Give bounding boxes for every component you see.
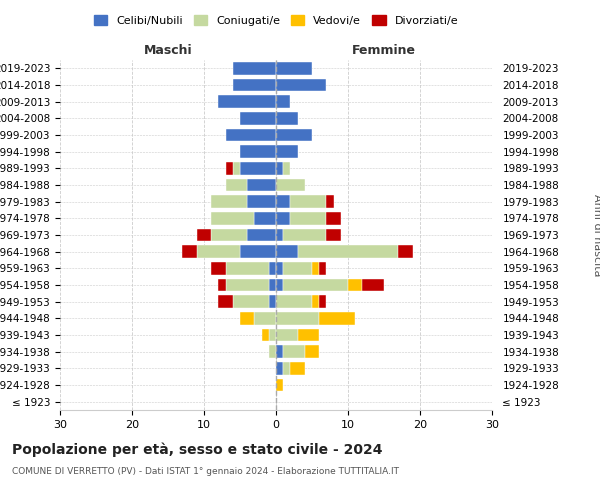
Bar	[276, 229, 283, 241]
Bar	[182, 246, 197, 258]
Bar	[283, 262, 312, 274]
Bar	[240, 146, 276, 158]
Bar	[197, 229, 211, 241]
Text: Maschi: Maschi	[143, 44, 193, 57]
Bar	[348, 279, 362, 291]
Bar	[240, 312, 254, 324]
Bar	[226, 262, 269, 274]
Bar	[398, 246, 413, 258]
Bar	[283, 346, 305, 358]
Bar	[276, 379, 283, 391]
Bar	[233, 162, 240, 174]
Bar	[283, 279, 348, 291]
Legend: Celibi/Nubili, Coniugati/e, Vedovi/e, Divorziati/e: Celibi/Nubili, Coniugati/e, Vedovi/e, Di…	[89, 10, 463, 30]
Text: Popolazione per età, sesso e stato civile - 2024: Popolazione per età, sesso e stato civil…	[12, 442, 383, 457]
Bar	[247, 229, 276, 241]
Bar	[276, 312, 319, 324]
Bar	[276, 279, 283, 291]
Bar	[276, 329, 298, 341]
Bar	[218, 96, 276, 108]
Bar	[226, 279, 269, 291]
Bar	[269, 296, 276, 308]
Bar	[276, 162, 283, 174]
Bar	[218, 279, 226, 291]
Bar	[254, 212, 276, 224]
Bar	[226, 129, 276, 141]
Bar	[326, 212, 341, 224]
Bar	[233, 62, 276, 74]
Bar	[233, 296, 269, 308]
Bar	[269, 279, 276, 291]
Bar	[218, 296, 233, 308]
Bar	[247, 196, 276, 208]
Bar	[290, 362, 305, 374]
Bar	[240, 162, 276, 174]
Bar	[269, 329, 276, 341]
Bar	[276, 79, 326, 92]
Bar	[312, 262, 319, 274]
Bar	[211, 262, 226, 274]
Bar	[298, 329, 319, 341]
Bar	[276, 112, 298, 124]
Text: Anni di nascita: Anni di nascita	[592, 194, 600, 276]
Bar	[290, 212, 326, 224]
Bar	[276, 96, 290, 108]
Bar	[197, 246, 240, 258]
Bar	[276, 246, 298, 258]
Bar	[211, 196, 247, 208]
Bar	[362, 279, 384, 291]
Bar	[211, 212, 254, 224]
Bar	[269, 262, 276, 274]
Bar	[262, 329, 269, 341]
Bar	[283, 229, 326, 241]
Bar	[240, 246, 276, 258]
Bar	[276, 212, 290, 224]
Bar	[283, 362, 290, 374]
Bar	[276, 196, 290, 208]
Bar	[319, 312, 355, 324]
Bar	[269, 346, 276, 358]
Text: COMUNE DI VERRETTO (PV) - Dati ISTAT 1° gennaio 2024 - Elaborazione TUTTITALIA.I: COMUNE DI VERRETTO (PV) - Dati ISTAT 1° …	[12, 468, 399, 476]
Bar	[240, 112, 276, 124]
Bar	[276, 146, 298, 158]
Bar	[254, 312, 276, 324]
Bar	[247, 179, 276, 192]
Bar	[312, 296, 319, 308]
Bar	[276, 179, 305, 192]
Bar	[226, 162, 233, 174]
Bar	[326, 229, 341, 241]
Bar	[319, 262, 326, 274]
Bar	[290, 196, 326, 208]
Bar	[319, 296, 326, 308]
Bar	[233, 79, 276, 92]
Bar	[211, 229, 247, 241]
Bar	[226, 179, 247, 192]
Bar	[276, 129, 312, 141]
Bar	[305, 346, 319, 358]
Bar	[276, 262, 283, 274]
Text: Femmine: Femmine	[352, 44, 416, 57]
Bar	[276, 346, 283, 358]
Bar	[298, 246, 398, 258]
Bar	[276, 362, 283, 374]
Bar	[326, 196, 334, 208]
Bar	[276, 62, 312, 74]
Bar	[283, 162, 290, 174]
Bar	[276, 296, 312, 308]
